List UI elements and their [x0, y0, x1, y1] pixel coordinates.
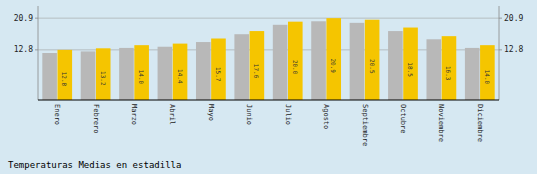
y2-tick-label: 12.8 — [504, 45, 523, 54]
bars — [42, 18, 494, 100]
bar — [58, 50, 73, 100]
data-label: 16.3 — [445, 66, 452, 81]
data-label: 14.0 — [138, 70, 145, 85]
bar — [96, 48, 111, 100]
y-axis-line — [38, 6, 39, 100]
bar — [234, 34, 249, 100]
bar — [403, 28, 418, 100]
bar — [288, 22, 303, 100]
y2-tick-label: 20.9 — [504, 14, 523, 23]
x-tick-label: Noviembre — [437, 104, 445, 142]
grid-line — [38, 18, 499, 19]
title: Temperaturas Medias en estadilla — [8, 160, 181, 170]
y-tick — [35, 18, 38, 19]
x-tick-label: Marzo — [130, 104, 138, 125]
y-tick-label: 20.9 — [14, 14, 33, 23]
x-tick-label: Julio — [284, 104, 292, 125]
data-label: 12.8 — [61, 72, 68, 87]
bar — [173, 44, 188, 100]
bar — [211, 39, 226, 100]
y-tick — [35, 49, 38, 50]
data-label: 17.6 — [253, 64, 260, 79]
bar — [388, 31, 403, 100]
chart: 12.8 13.2 14.0 14.4 15.7 17.6 20.0 20.9 20.5 18.5… — [0, 0, 537, 174]
data-label: 18.5 — [407, 62, 414, 77]
bar — [250, 31, 265, 100]
y-tick-label: 12.8 — [14, 45, 33, 54]
data-label: 20.0 — [292, 60, 299, 75]
data-label: 15.7 — [215, 67, 222, 82]
baseline — [38, 100, 499, 101]
bar — [326, 18, 341, 100]
x-tick-label: Enero — [53, 104, 61, 125]
data-label: 14.0 — [484, 70, 491, 85]
bar — [365, 20, 380, 100]
x-tick-label: Agosto — [322, 104, 330, 129]
data-label: 13.2 — [100, 71, 107, 86]
y2-tick — [499, 49, 502, 50]
data-label: 20.5 — [369, 59, 376, 74]
x-tick-label: Mayo — [207, 104, 215, 121]
x-tick-label: Septiembre — [361, 104, 369, 146]
bar — [196, 42, 211, 100]
bar — [134, 45, 149, 100]
bar — [480, 45, 495, 100]
y2-axis-line — [499, 6, 500, 100]
bar — [42, 53, 57, 100]
data-label: 20.9 — [330, 58, 337, 73]
bar — [311, 21, 326, 100]
bar — [119, 48, 134, 100]
x-tick-label: Octubre — [399, 104, 407, 134]
bar — [426, 39, 441, 100]
bar — [465, 48, 480, 100]
bar — [350, 23, 365, 100]
x-tick-label: Abril — [168, 104, 176, 125]
x-tick-label: Febrero — [92, 104, 100, 134]
y2-tick — [499, 18, 502, 19]
bar — [273, 25, 288, 100]
x-tick-label: Junio — [245, 104, 253, 125]
bar — [81, 51, 96, 100]
data-label: 14.4 — [177, 69, 184, 84]
bar — [158, 47, 173, 100]
x-tick-label: Diciembre — [476, 104, 484, 142]
bar — [442, 36, 457, 100]
chart-container: 12.8 13.2 14.0 14.4 15.7 17.6 20.0 20.9 20.5 18.5… — [0, 0, 537, 174]
